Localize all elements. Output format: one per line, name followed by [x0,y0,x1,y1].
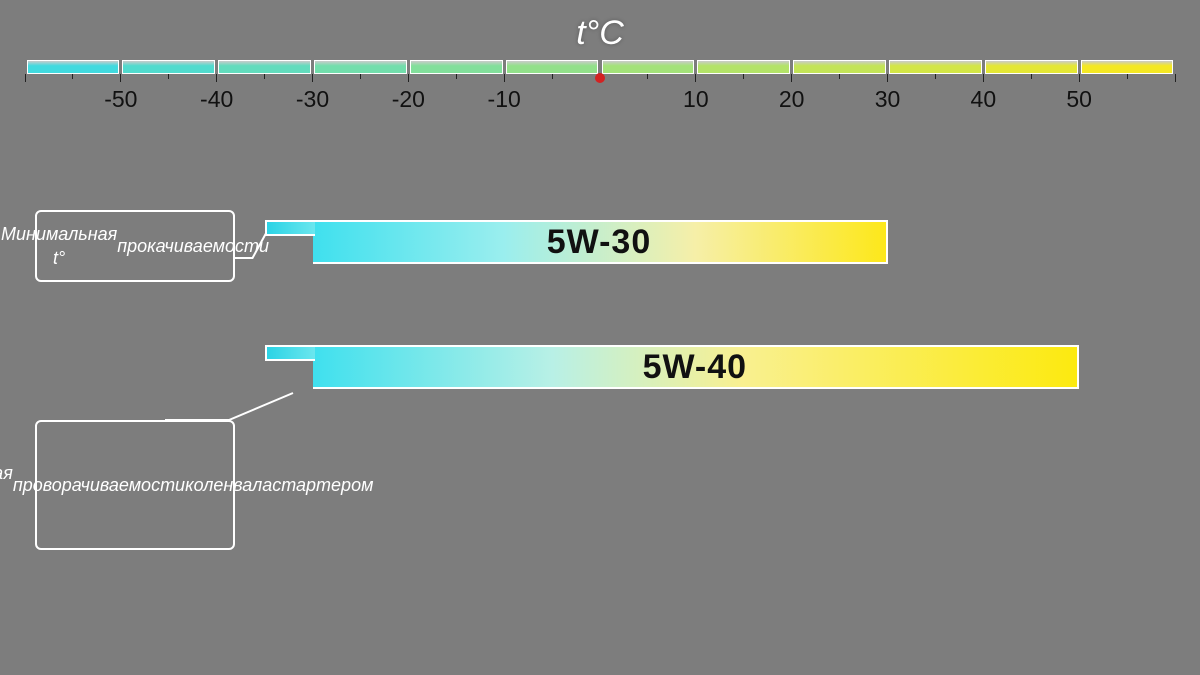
oil-bar-tab [265,345,315,361]
callout-line: Минимальная t° [1,222,117,271]
oil-bar-label: 5W-30 [547,223,651,262]
callout-cranking: Минимальная t°проворачиваемостиколенвала… [35,420,235,550]
oil-bar-5w30: 5W-30 [313,220,888,264]
callout-line: Минимальная t° [0,461,13,510]
oil-bar-tab [265,220,315,236]
callout-connectors [0,0,1200,675]
callout-line: стартером [272,473,373,497]
oil-bar-5w40: 5W-40 [313,345,1080,389]
callout-line: прокачиваемости [117,234,269,258]
callout-line: проворачиваемости [13,473,185,497]
callout-line: коленвала [185,473,272,497]
oil-bar-label: 5W-40 [643,348,747,387]
scale-zero-marker [595,73,605,83]
callout-pumpability: Минимальная t°прокачиваемости [35,210,235,282]
connector-cranking [165,393,293,420]
